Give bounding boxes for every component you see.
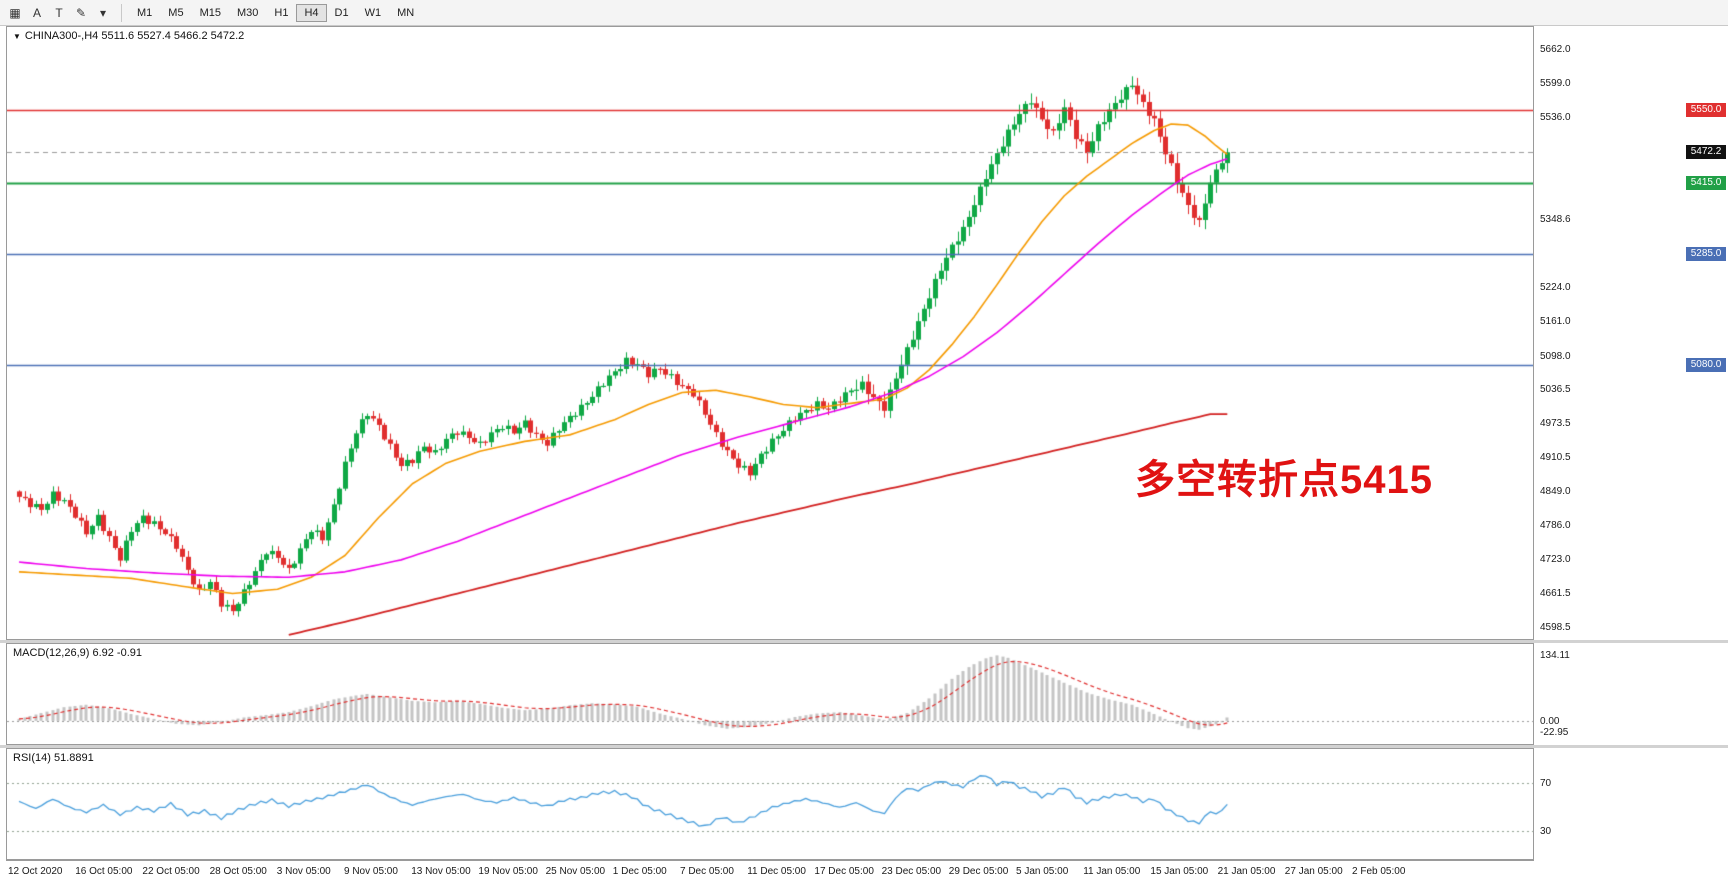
time-axis-label: 9 Nov 05:00 [344,866,398,877]
time-axis-label: 29 Dec 05:00 [948,866,1009,877]
rsi-label: RSI(14) 51.8891 [13,752,94,764]
time-axis-label: 27 Jan 05:00 [1284,866,1343,877]
time-axis-label: 21 Jan 05:00 [1217,866,1276,877]
timeframe-button-H4[interactable]: H4 [296,3,327,22]
price-axis-tick: 4973.5 [1540,418,1571,430]
price-axis-tick: 4661.5 [1540,587,1571,599]
macd-label: MACD(12,26,9) 6.92 -0.91 [13,647,143,659]
rsi-chart-canvas[interactable] [7,749,1533,859]
timeframe-button-M5[interactable]: M5 [168,6,184,19]
price-line-marker: 5472.2 [1686,145,1726,160]
time-axis-label: 23 Dec 05:00 [881,866,942,877]
time-axis-label: 22 Oct 05:00 [142,866,200,877]
price-line-marker: 5415.0 [1686,176,1726,191]
time-axis-label: 19 Nov 05:00 [478,866,538,877]
toolbar-separator [121,3,122,22]
price-line-marker: 5080.0 [1686,358,1726,373]
chart-annotation-text: 多空转折点5415 [1135,458,1433,502]
timeframe-button-MN[interactable]: MN [397,6,415,19]
time-axis-label: 25 Nov 05:00 [545,866,606,877]
macd-axis-label: -22.95 [1540,727,1569,739]
draw-tool-pencil-icon[interactable]: ✎ [75,5,87,20]
macd-chart-canvas[interactable] [7,644,1533,744]
price-chart-canvas[interactable] [7,27,1533,639]
timeframe-button-M30[interactable]: M30 [236,6,259,19]
draw-tool-caret-icon[interactable]: ▾ [99,5,107,20]
time-axis: 12 Oct 2020 16 Oct 05:00 22 Oct 05:00 28 Oc… [6,860,1534,884]
timeframe-toolbar: M1 M5 M15 M30 H1 H4 D1 W1 MN [129,3,422,22]
time-axis-label: 1 Dec 05:00 [612,866,667,877]
price-axis-tick: 5536.0 [1540,112,1571,124]
symbol-ohlc-label: CHINA300-,H4 5511.6 5527.4 5466.2 5472.2 [24,30,245,42]
time-axis-label: 16 Oct 05:00 [75,866,133,877]
time-axis-label: 13 Nov 05:00 [411,866,471,877]
macd-axis-label: 134.11 [1540,650,1570,662]
price-axis-tick: 5224.0 [1540,282,1571,294]
price-axis-tick: 5599.0 [1540,78,1571,90]
main-chart-panel: ▼ CHINA300-,H4 5511.6 5527.4 5466.2 5472… [6,26,1534,640]
time-axis-label: 5 Jan 05:00 [1016,866,1069,877]
time-axis-label: 11 Jan 05:00 [1083,866,1141,877]
timeframe-button-M15[interactable]: M15 [199,6,221,19]
rsi-level-label: 30 [1540,826,1552,838]
symbol-label-row: ▼ CHINA300-,H4 5511.6 5527.4 5466.2 5472… [13,30,244,42]
top-toolbar: ▦ A T ✎ ▾ M1 M5 M15 M30 H1 H4 D1 W1 MN [0,0,1728,26]
time-axis-label: 7 Dec 05:00 [680,866,734,877]
price-line-marker: 5285.0 [1686,246,1726,261]
price-axis-tick: 5662.0 [1540,44,1571,55]
panel-splitter[interactable] [0,745,1728,748]
price-axis-tick: 5098.0 [1540,350,1571,362]
cursor-tool-a[interactable]: A [32,5,41,20]
price-line-marker: 5550.0 [1686,102,1726,117]
macd-panel: MACD(12,26,9) 6.92 -0.91 [6,643,1534,745]
price-axis-tick: 5161.0 [1540,316,1571,328]
price-axis-tick: 5036.5 [1540,383,1571,395]
price-axis-tick: 5348.6 [1540,214,1571,226]
timeframe-button-D1[interactable]: D1 [334,6,349,19]
price-axis-tick: 4910.5 [1540,452,1571,464]
time-axis-label: 11 Dec 05:00 [747,866,806,877]
text-tool-t[interactable]: T [55,5,63,20]
price-axis-tick: 4849.0 [1540,485,1571,497]
time-axis-label: 15 Jan 05:00 [1150,866,1209,877]
chart-menu-icon[interactable]: ▼ [13,31,21,41]
time-axis-label: 3 Nov 05:00 [276,866,331,877]
price-axis-tick: 4786.0 [1540,520,1571,532]
timeframe-button-W1[interactable]: W1 [364,6,382,19]
price-axis-tick: 4723.0 [1540,554,1571,566]
rsi-panel: RSI(14) 51.8891 [6,748,1534,860]
toolbar-tools: ▦ A T ✎ ▾ [4,2,114,24]
timeframe-button-H1[interactable]: H1 [274,6,289,19]
timeframe-button-M1[interactable]: M1 [137,6,153,19]
time-axis-label: 12 Oct 2020 [8,866,63,877]
price-axis-tick: 4598.5 [1540,622,1571,633]
chart-templates-icon[interactable]: ▦ [9,5,21,20]
time-axis-label: 2 Feb 05:00 [1352,866,1406,877]
time-axis-label: 28 Oct 05:00 [209,866,267,877]
macd-axis-label: 0.00 [1540,715,1560,727]
panel-splitter[interactable] [0,640,1728,643]
time-axis-label: 17 Dec 05:00 [814,866,874,877]
rsi-level-label: 70 [1540,778,1552,790]
